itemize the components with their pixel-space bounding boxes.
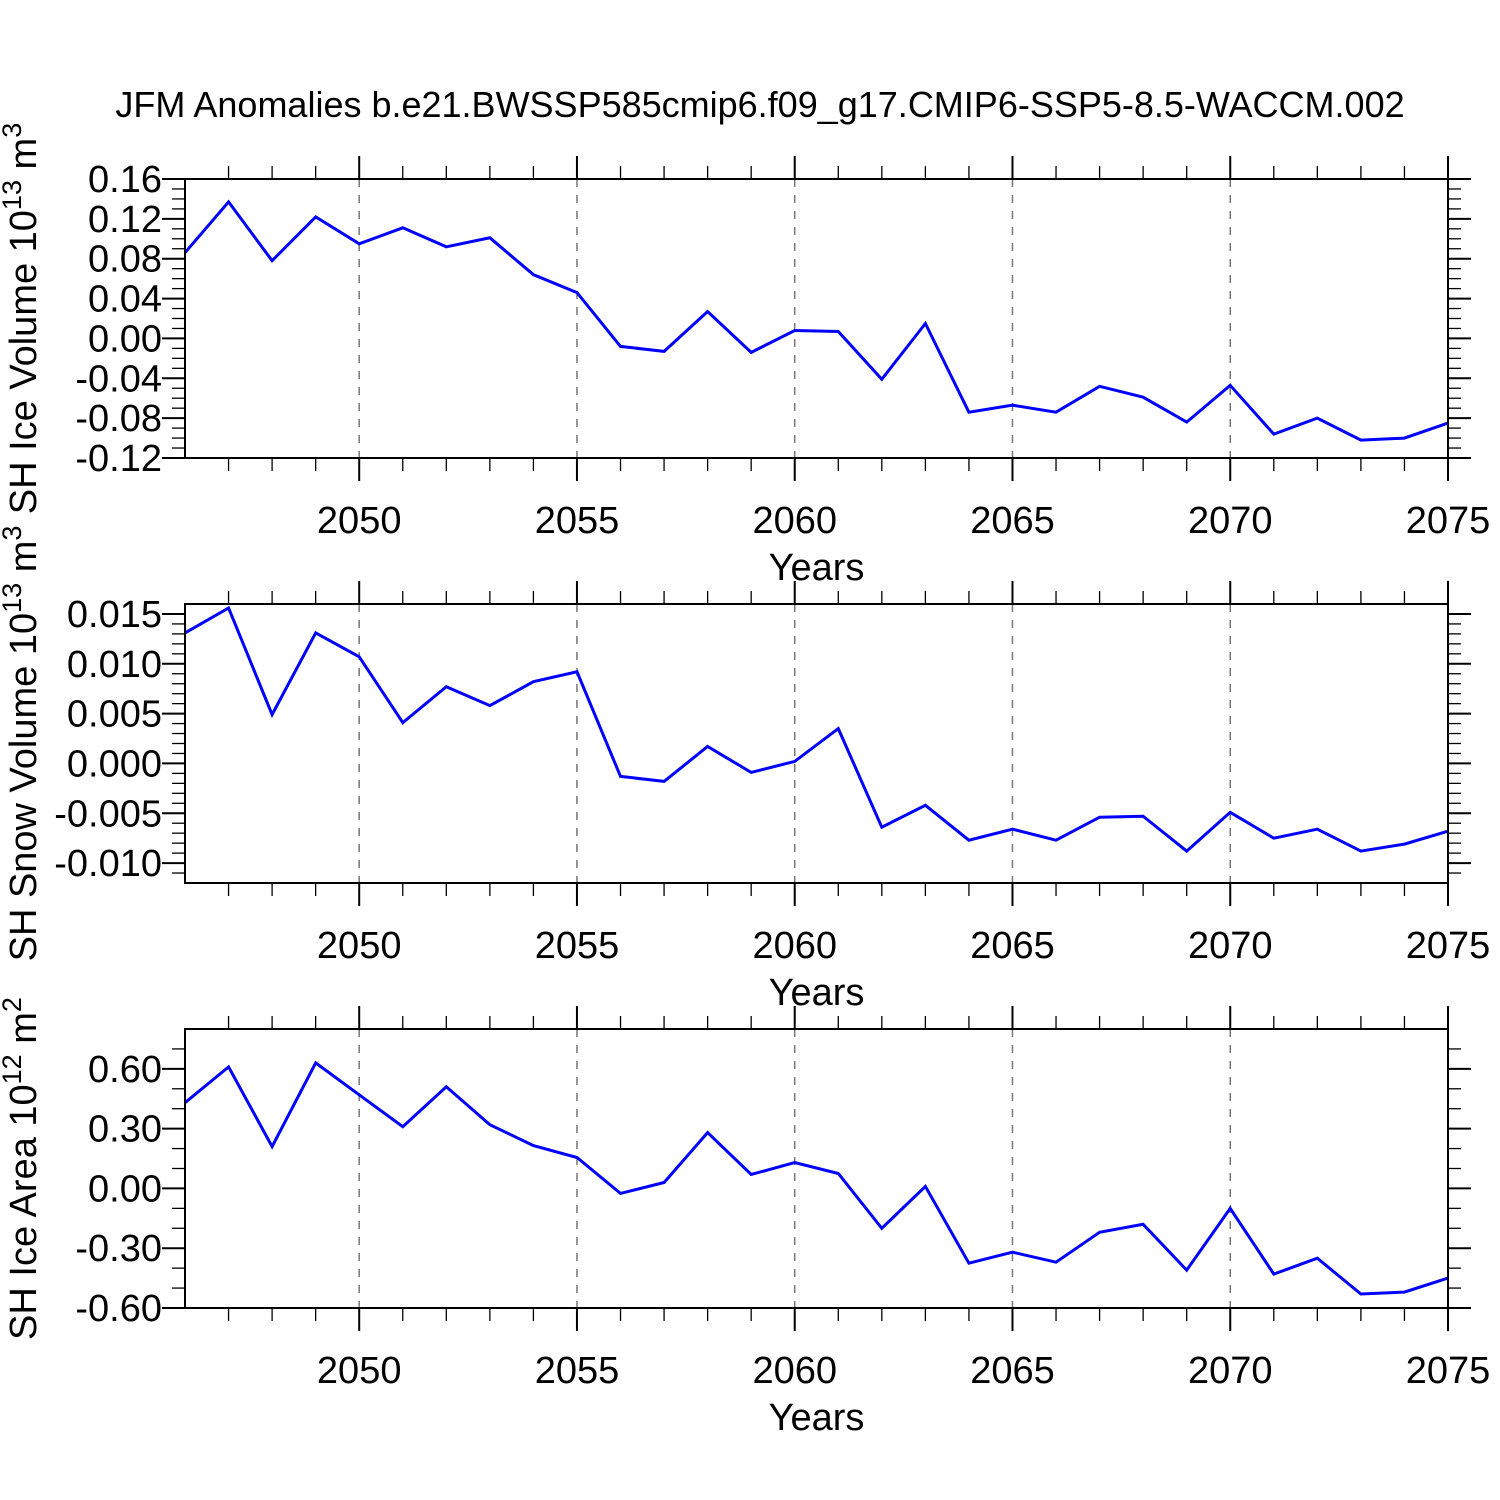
x-tick-label: 2065 xyxy=(970,1350,1055,1392)
y-tick-label: -0.010 xyxy=(54,843,162,885)
x-tick-label: 2050 xyxy=(317,1350,402,1392)
y-axis-title-sh-ice-volume: SH Ice Volume 1013 m3 xyxy=(0,123,45,514)
y-tick-label: -0.005 xyxy=(54,793,162,835)
x-tick-labels-sh-ice-area: 2050 2055 2060 2065 2070 2075 xyxy=(317,1350,1490,1392)
y-tick-label: -0.30 xyxy=(75,1228,162,1270)
series-line-sh-ice-volume xyxy=(183,199,1449,442)
x-axis-title-sh-ice-volume: Years xyxy=(769,547,865,589)
y-tick-label: 0.015 xyxy=(67,594,162,636)
y-axis-title-sh-ice-area: SH Ice Area 1012 m2 xyxy=(0,997,45,1340)
x-tick-labels-sh-ice-volume: 2050 2055 2060 2065 2070 2075 xyxy=(317,500,1490,542)
y-tick-label: 0.00 xyxy=(88,318,162,360)
y-tick-label: 0.04 xyxy=(88,279,162,321)
y-tick-label: 0.000 xyxy=(67,743,162,785)
x-tick-labels-sh-snow-volume: 2050 2055 2060 2065 2070 2075 xyxy=(317,925,1490,967)
x-axis-title-sh-snow-volume: Years xyxy=(769,972,865,1014)
series-line-sh-snow-volume xyxy=(184,605,1449,854)
x-tick-label: 2060 xyxy=(752,925,837,967)
x-tick-label: 2070 xyxy=(1188,500,1273,542)
gridlines-sh-ice-volume xyxy=(358,179,1231,458)
y-axis-title-sh-snow-volume: SH Snow Volume 1013 m3 xyxy=(0,526,45,962)
y-tick-label: 0.60 xyxy=(88,1049,162,1091)
y-tick-label: 0.00 xyxy=(88,1168,162,1210)
x-tick-label: 2055 xyxy=(535,1350,620,1392)
y-tick-label: -0.60 xyxy=(75,1288,162,1330)
x-tick-label: 2070 xyxy=(1188,1350,1273,1392)
x-tick-label: 2050 xyxy=(317,500,402,542)
x-tick-label: 2050 xyxy=(317,925,402,967)
x-axis-title-sh-ice-area: Years xyxy=(769,1397,865,1439)
x-tick-label: 2065 xyxy=(970,500,1055,542)
series-line-sh-ice-area xyxy=(184,1060,1449,1296)
panel-sh-snow-volume: 0.015 0.010 0.005 0.000 -0.005 -0.010 2050 2055… xyxy=(0,526,1490,1014)
y-tick-label: 0.08 xyxy=(88,239,162,281)
y-tick-labels-sh-ice-volume: 0.160.120.080.040.00-0.04-0.08-0.12 xyxy=(75,159,162,480)
ticks-sh-ice-area xyxy=(162,1006,1471,1331)
x-tick-label: 2055 xyxy=(535,925,620,967)
x-tick-label: 2075 xyxy=(1406,500,1491,542)
x-tick-label: 2055 xyxy=(535,500,620,542)
y-tick-label: 0.30 xyxy=(88,1109,162,1151)
y-tick-label: 0.16 xyxy=(88,159,162,201)
y-tick-label: 0.010 xyxy=(67,644,162,686)
figure-title: JFM Anomalies b.e21.BWSSP585cmip6.f09_g1… xyxy=(115,84,1404,125)
y-tick-label: -0.12 xyxy=(75,438,162,480)
x-tick-label: 2075 xyxy=(1406,925,1491,967)
y-tick-labels-sh-ice-area: 0.60 0.30 0.00 -0.30 -0.60 xyxy=(75,1049,162,1330)
y-tick-label: 0.005 xyxy=(67,694,162,736)
ticks-sh-snow-volume xyxy=(162,581,1471,906)
y-tick-label: -0.08 xyxy=(75,398,162,440)
y-tick-label: -0.04 xyxy=(75,358,162,400)
ticks-sh-ice-volume xyxy=(162,156,1471,481)
gridlines-sh-ice-area xyxy=(358,1029,1231,1308)
x-tick-label: 2075 xyxy=(1406,1350,1491,1392)
gridlines-sh-snow-volume xyxy=(358,604,1231,883)
x-tick-label: 2060 xyxy=(752,500,837,542)
x-tick-label: 2070 xyxy=(1188,925,1273,967)
y-tick-labels-sh-snow-volume: 0.015 0.010 0.005 0.000 -0.005 -0.010 xyxy=(54,594,162,885)
y-tick-label: 0.12 xyxy=(88,199,162,241)
x-tick-label: 2060 xyxy=(752,1350,837,1392)
x-tick-label: 2065 xyxy=(970,925,1055,967)
